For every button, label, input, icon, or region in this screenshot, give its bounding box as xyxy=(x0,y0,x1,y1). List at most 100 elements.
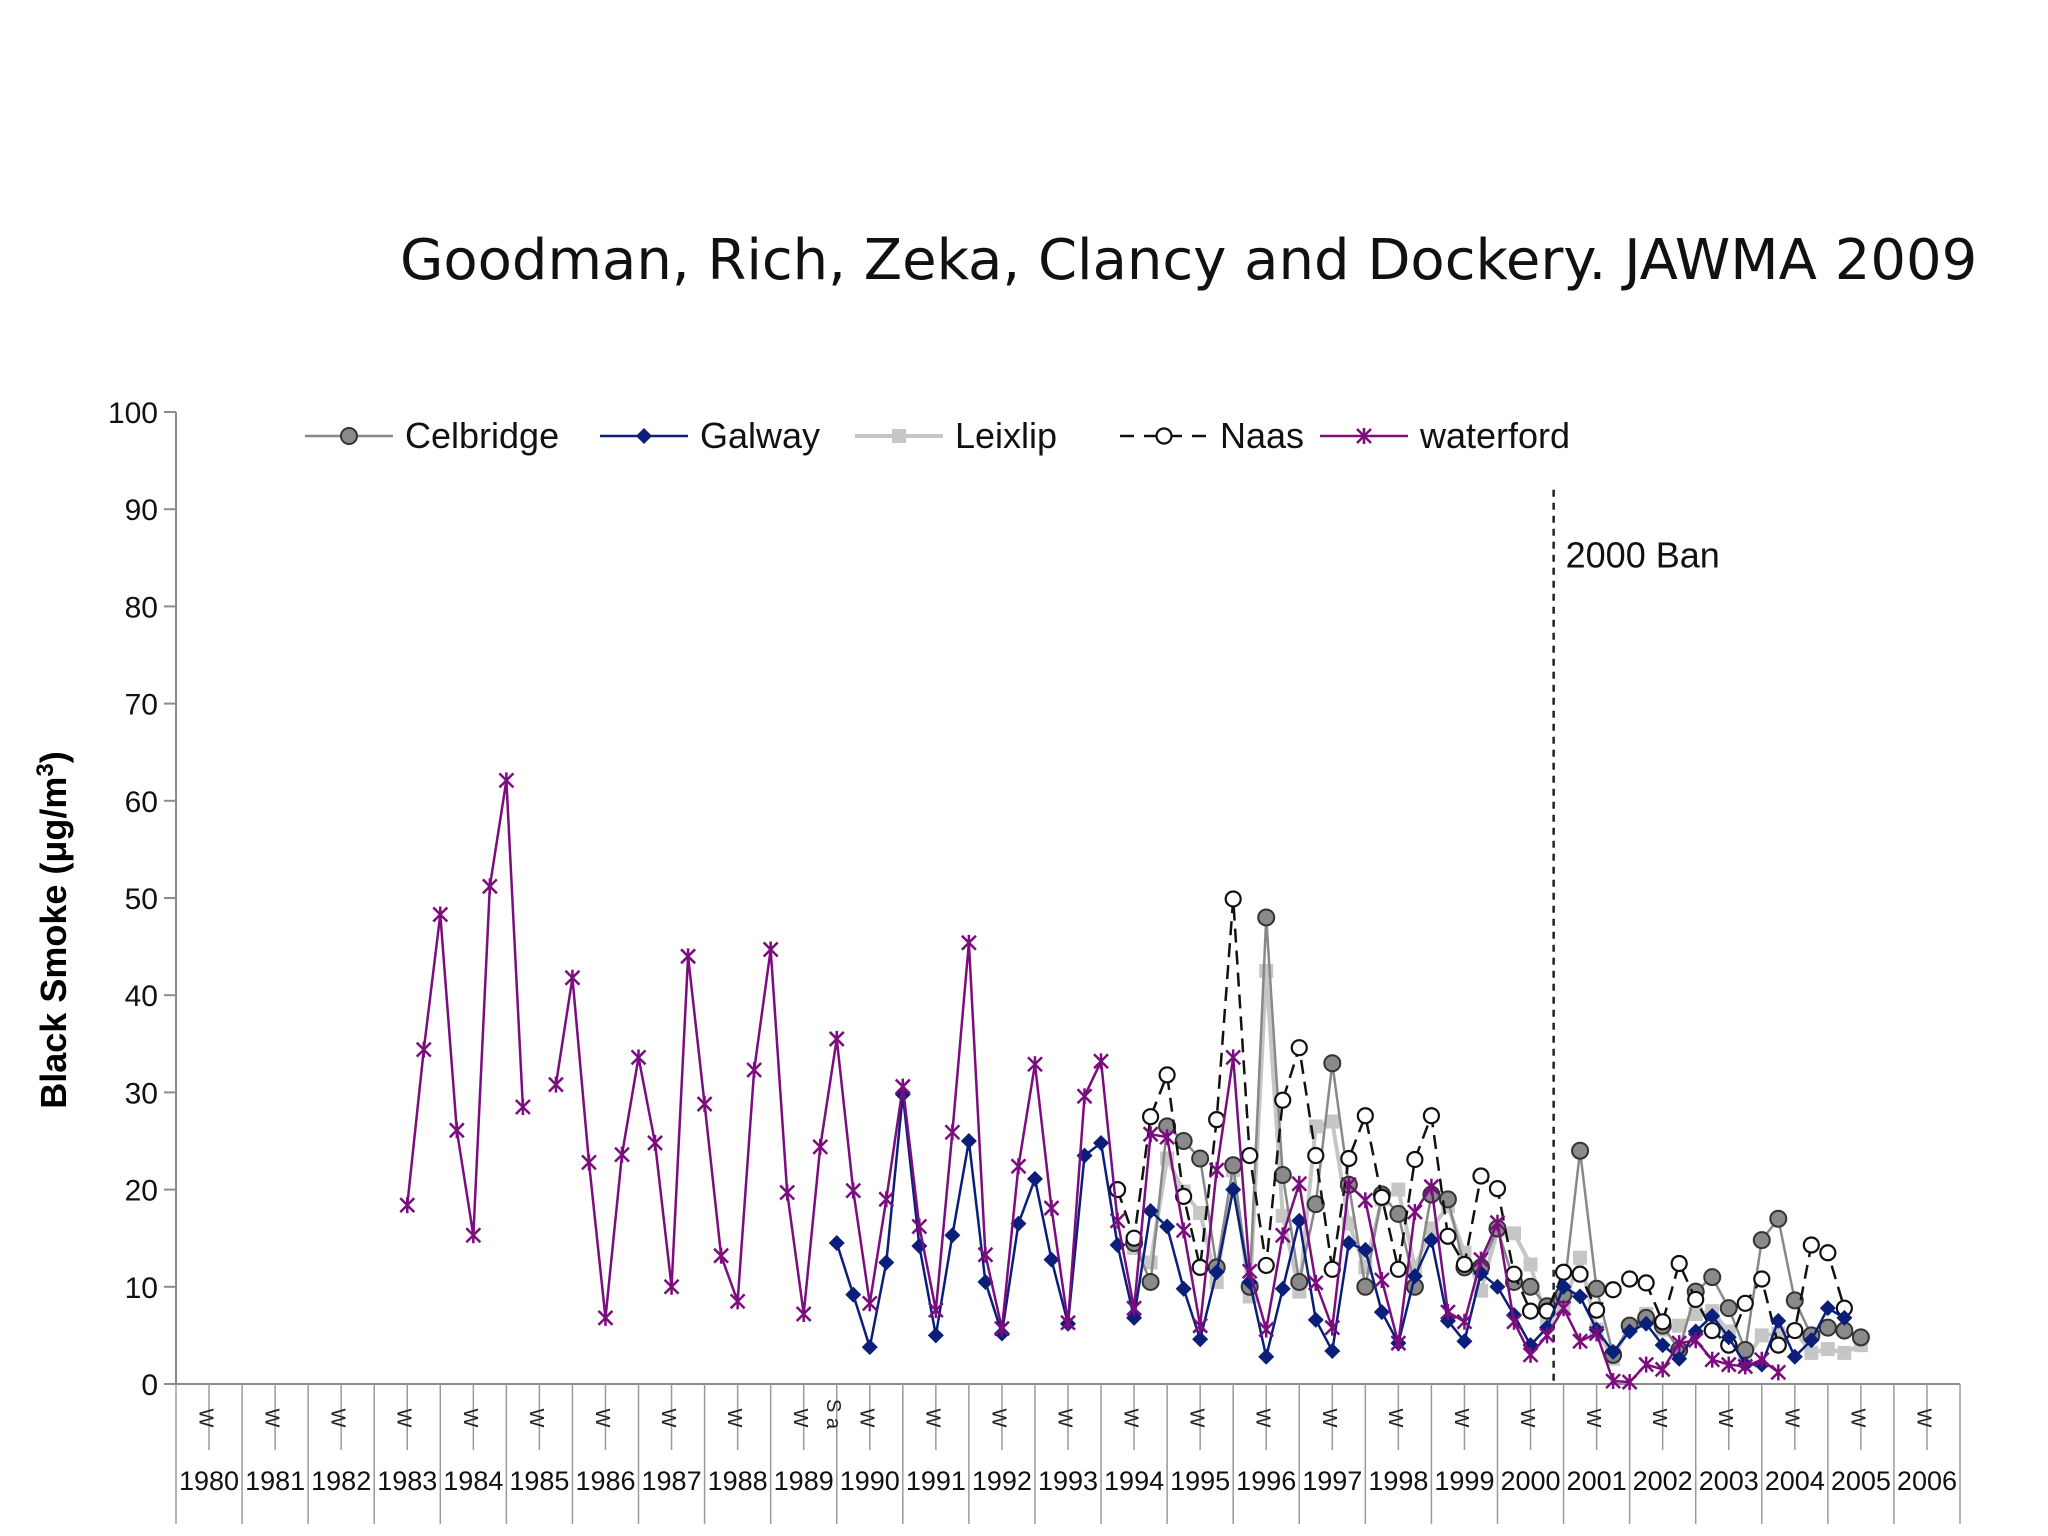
galway-point xyxy=(1489,1278,1506,1295)
waterford-point xyxy=(1324,1319,1341,1336)
waterford-point xyxy=(927,1302,944,1319)
x-year-label: 1988 xyxy=(708,1466,768,1496)
x-year-label: 1999 xyxy=(1434,1466,1494,1496)
waterford-point xyxy=(961,934,977,951)
x-year-label: 1992 xyxy=(972,1466,1032,1496)
waterford-line xyxy=(406,779,525,1237)
chart-ticks: 0 10 20 30 40 50 60 70 80 90 100 W W W W W W W W W W W W W W W W W W… xyxy=(108,397,1961,1524)
galway-point xyxy=(1208,1264,1225,1281)
naas-point xyxy=(1155,427,1173,445)
x-season-label: W xyxy=(1252,1409,1274,1428)
leixlip-point xyxy=(1193,1205,1208,1220)
galway-point xyxy=(1704,1307,1721,1324)
waterford-point xyxy=(1208,1162,1225,1179)
waterford-point xyxy=(762,941,779,958)
legend-item-galway: Galway xyxy=(600,415,820,456)
waterford-point xyxy=(614,1146,630,1163)
naas-point xyxy=(1753,1270,1771,1288)
celbridge-point xyxy=(1785,1291,1804,1310)
naas-point xyxy=(1158,1066,1176,1084)
galway-series xyxy=(828,1086,1853,1373)
x-season-label: W xyxy=(1582,1409,1604,1428)
naas-point xyxy=(1736,1294,1754,1312)
naas-point xyxy=(1505,1265,1523,1283)
naas-point xyxy=(1521,1302,1540,1320)
leixlip-point xyxy=(1688,1307,1703,1322)
waterford-point xyxy=(1770,1364,1787,1381)
waterford-point xyxy=(812,1138,829,1155)
x-year-label: 1982 xyxy=(311,1466,371,1496)
waterford-point xyxy=(663,1278,680,1295)
galway-point xyxy=(1043,1251,1060,1268)
naas-point xyxy=(1703,1321,1721,1340)
x-year-label: 2001 xyxy=(1567,1466,1627,1496)
naas-point xyxy=(1472,1167,1490,1185)
x-year-label: 1994 xyxy=(1104,1466,1164,1496)
galway-point xyxy=(960,1133,977,1149)
galway-point xyxy=(1638,1315,1655,1332)
waterford-point xyxy=(1456,1313,1473,1330)
waterford-point xyxy=(481,878,498,895)
naas-point xyxy=(1208,1111,1226,1129)
x-season-label: W xyxy=(1912,1409,1934,1428)
ban-label: 2000 Ban xyxy=(1566,535,1720,576)
celbridge-point xyxy=(1818,1318,1837,1337)
x-year-label: 2006 xyxy=(1897,1466,1957,1496)
y-tick-label: 30 xyxy=(125,1077,158,1110)
naas-point xyxy=(1621,1270,1639,1288)
legend-label: Galway xyxy=(700,415,820,456)
x-season-label: W xyxy=(1450,1409,1472,1428)
waterford-point xyxy=(1225,1049,1242,1066)
waterford-point xyxy=(696,1096,713,1113)
chart-series xyxy=(399,772,1870,1391)
y-tick-label: 90 xyxy=(125,494,158,527)
waterford-point xyxy=(1307,1274,1324,1291)
waterford-point xyxy=(1638,1356,1655,1373)
waterford-point xyxy=(1010,1158,1027,1175)
galway-point xyxy=(1225,1181,1242,1198)
leixlip-point xyxy=(892,429,906,443)
celbridge-point xyxy=(1521,1277,1540,1296)
celbridge-point xyxy=(1257,908,1276,927)
galway-point xyxy=(1621,1323,1638,1340)
naas-point xyxy=(1108,1180,1127,1199)
x-year-label: 1980 xyxy=(179,1466,239,1496)
x-season-label: W xyxy=(1053,1409,1075,1428)
galway-point xyxy=(845,1286,862,1303)
celbridge-point xyxy=(1769,1209,1788,1228)
waterford-point xyxy=(1753,1351,1770,1368)
y-tick-label: 70 xyxy=(125,689,158,722)
naas-point xyxy=(1274,1091,1292,1109)
naas-point xyxy=(1307,1146,1325,1165)
waterford-point xyxy=(1356,428,1372,444)
leixlip-point xyxy=(1837,1345,1852,1360)
naas-point xyxy=(1670,1254,1688,1273)
waterford-point xyxy=(597,1309,614,1326)
waterford-point xyxy=(1720,1356,1737,1373)
y-tick-label: 50 xyxy=(125,883,158,916)
x-year-label: 1991 xyxy=(906,1466,966,1496)
x-season-label: W xyxy=(327,1409,349,1428)
waterford-point xyxy=(1390,1335,1407,1352)
celbridge-point xyxy=(1571,1141,1590,1160)
naas-point xyxy=(1191,1258,1209,1276)
naas-point xyxy=(1340,1149,1358,1168)
leixlip-point xyxy=(1804,1345,1819,1360)
naas-series xyxy=(1108,890,1853,1354)
x-season-label: W xyxy=(1516,1409,1538,1428)
waterford-point xyxy=(1654,1361,1671,1378)
leixlip-point xyxy=(1523,1257,1538,1272)
waterford-point xyxy=(680,948,696,965)
naas-point xyxy=(1654,1313,1672,1331)
galway-point xyxy=(1175,1280,1192,1297)
waterford-point xyxy=(1109,1212,1126,1229)
x-year-label: 1990 xyxy=(840,1466,900,1496)
waterford-point xyxy=(1539,1327,1555,1344)
y-tick-label: 10 xyxy=(125,1272,158,1305)
waterford-point xyxy=(581,1154,597,1171)
waterford-point xyxy=(465,1227,482,1244)
x-year-label: 2005 xyxy=(1831,1466,1891,1496)
galway-point xyxy=(1192,1331,1209,1348)
waterford-point xyxy=(713,1247,729,1264)
galway-point xyxy=(1142,1202,1159,1219)
